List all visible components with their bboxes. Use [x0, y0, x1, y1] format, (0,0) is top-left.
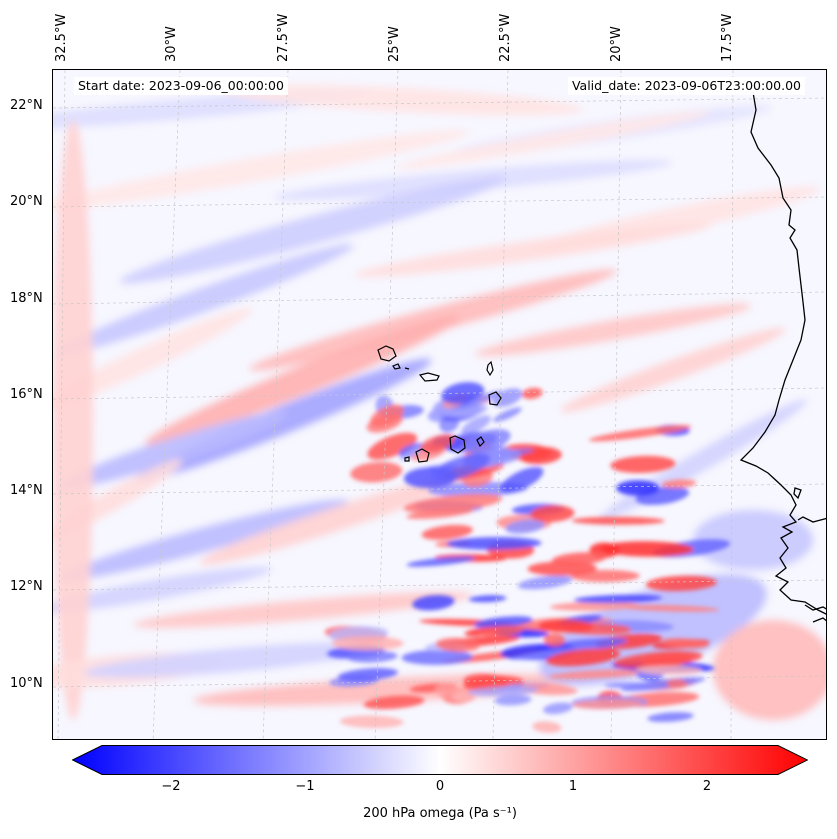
coastline-africa — [739, 91, 826, 623]
lon-label-20w: 20°W — [609, 26, 624, 62]
lon-label-22-5w: 22.5°W — [498, 13, 513, 62]
colorbar-tick-2: 2 — [702, 779, 712, 794]
colorbar-tick-neg1: −1 — [295, 779, 315, 794]
lat-label-16n: 16°N — [10, 387, 43, 402]
lon-label-32-5w: 32.5°W — [54, 13, 69, 62]
omega-contour-detail — [324, 382, 731, 733]
colorbar-tick-0: 0 — [435, 779, 445, 794]
coastline-cape-verde — [377, 345, 502, 463]
lon-label-27-5w: 27.5°W — [276, 13, 291, 62]
valid-date-label: Valid_date: 2023-09-06T23:00:00.00 — [567, 77, 805, 95]
colorbar-label: 200 hPa omega (Pa s⁻¹) — [363, 806, 517, 821]
lat-label-20n: 20°N — [10, 194, 43, 209]
colorbar-tick-neg2: −2 — [161, 779, 181, 794]
colorbar-tick-1: 1 — [568, 779, 578, 794]
lat-label-14n: 14°N — [10, 483, 43, 498]
colorbar — [72, 745, 808, 775]
lat-label-12n: 12°N — [10, 579, 43, 594]
lon-label-25w: 25°W — [387, 26, 402, 62]
lat-label-10n: 10°N — [10, 676, 43, 691]
lon-label-17-5w: 17.5°W — [720, 13, 735, 62]
lat-label-18n: 18°N — [10, 291, 43, 306]
map-gridlines — [53, 70, 826, 739]
start-date-label: Start date: 2023-09-06_00:00:00 — [74, 77, 288, 95]
colorbar-body — [72, 745, 808, 775]
colorbar-tickmarks — [170, 774, 708, 775]
omega-field-map — [53, 70, 826, 739]
map-panel[interactable] — [52, 69, 827, 740]
lon-label-30w: 30°W — [164, 26, 179, 62]
lat-label-22n: 22°N — [10, 98, 43, 113]
